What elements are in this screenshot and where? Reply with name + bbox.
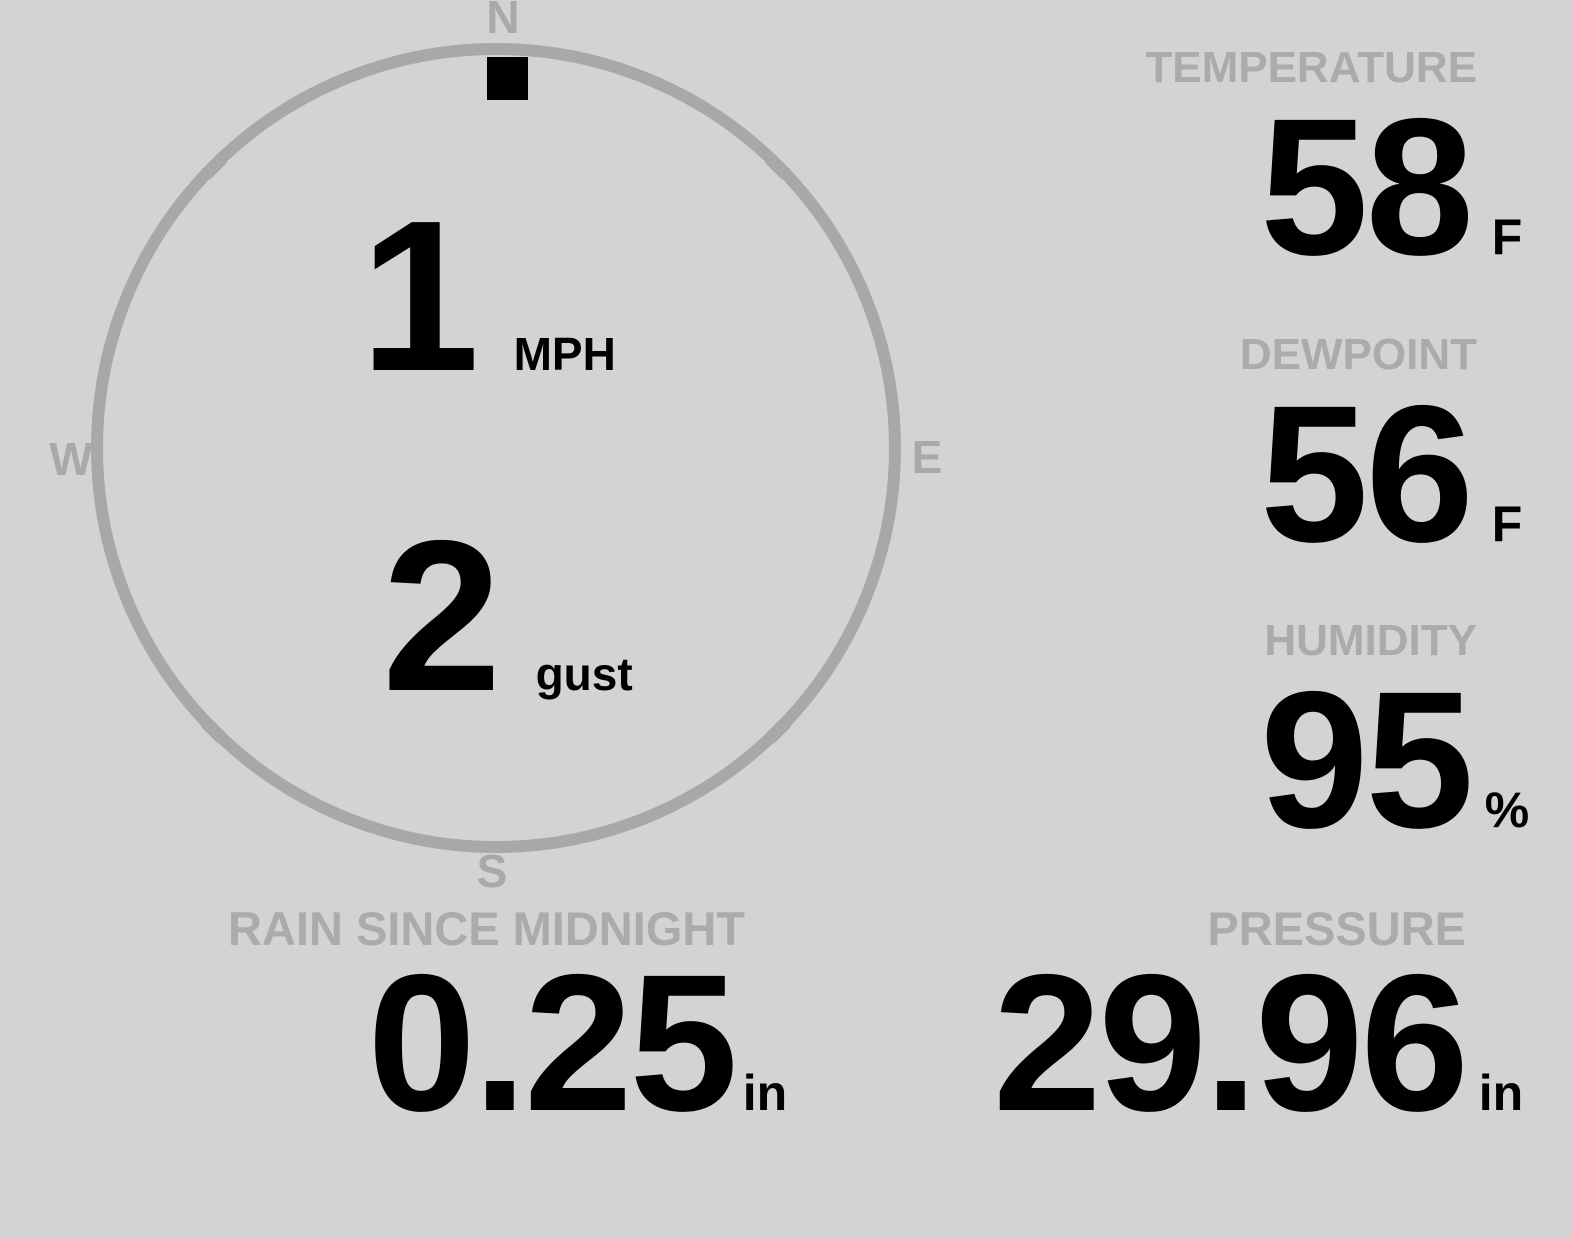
temperature-value: 58 (1260, 78, 1474, 296)
compass-label-north: N (486, 0, 520, 43)
humidity-value-row: 95 % (1260, 663, 1543, 858)
dewpoint-unit: F (1491, 496, 1523, 552)
dewpoint-value: 56 (1260, 365, 1474, 583)
temperature-value-row: 58 F (1145, 90, 1543, 285)
humidity-value: 95 (1260, 651, 1474, 869)
humidity-stat: HUMIDITY 95 % (1260, 619, 1543, 858)
dewpoint-value-row: 56 F (1240, 377, 1543, 572)
rain-since-midnight-label: RAIN SINCE MIDNIGHT (228, 902, 745, 955)
compass-label-west: W (49, 433, 93, 485)
temperature-label: TEMPERATURE (1145, 43, 1477, 92)
wind-gust-unit: gust (535, 648, 633, 700)
rain-since-midnight-stat: RAIN SINCE MIDNIGHT 0.25 in (228, 905, 795, 1141)
compass-label-east: E (911, 431, 943, 483)
wind-direction-marker-icon (487, 57, 528, 100)
wind-speed-value: 1 (360, 175, 480, 416)
humidity-label: HUMIDITY (1264, 616, 1477, 665)
wind-speed: 1 MPH (360, 188, 616, 403)
humidity-unit: % (1484, 782, 1530, 838)
wind-gust: 2 gust (382, 508, 633, 723)
pressure-value: 29.96 (993, 934, 1469, 1152)
pressure-value-row: 29.96 in (993, 946, 1536, 1141)
pressure-unit: in (1478, 1065, 1524, 1121)
compass-label-south: S (476, 845, 508, 897)
rain-since-midnight-value-row: 0.25 in (228, 946, 795, 1141)
rain-since-midnight-unit: in (742, 1065, 788, 1121)
dewpoint-label: DEWPOINT (1239, 330, 1477, 379)
pressure-label: PRESSURE (1207, 902, 1466, 955)
wind-gust-value: 2 (382, 495, 502, 736)
wind-speed-unit: MPH (513, 328, 616, 380)
dewpoint-stat: DEWPOINT 56 F (1240, 333, 1543, 572)
pressure-stat: PRESSURE 29.96 in (993, 905, 1536, 1141)
temperature-unit: F (1491, 209, 1523, 265)
rain-since-midnight-value: 0.25 (367, 934, 738, 1152)
temperature-stat: TEMPERATURE 58 F (1145, 46, 1543, 285)
